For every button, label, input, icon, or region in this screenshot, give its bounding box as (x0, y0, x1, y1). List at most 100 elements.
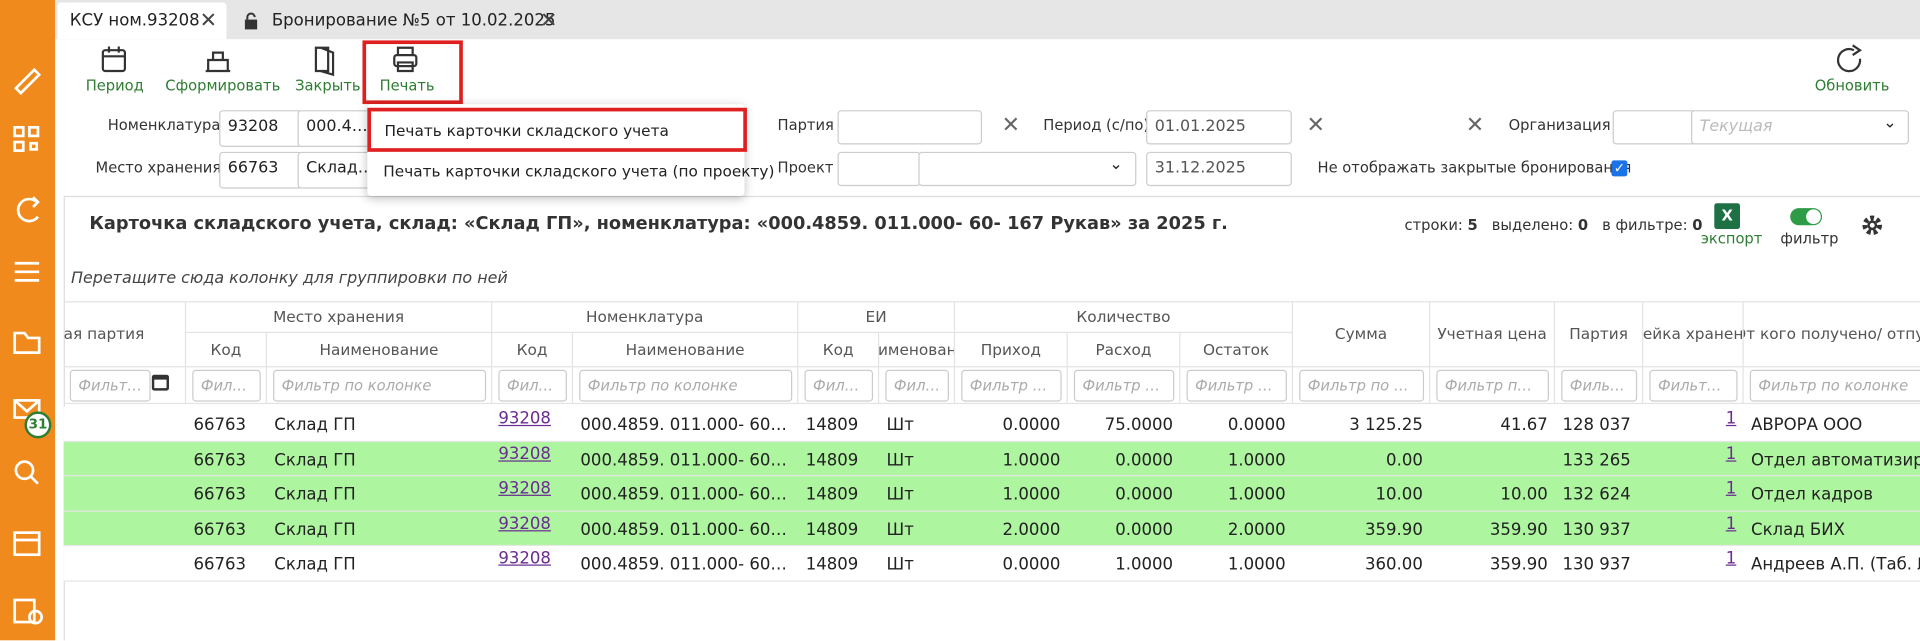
stat-label: выделено: (1491, 216, 1574, 234)
column-header[interactable]: Остаток (1180, 333, 1294, 368)
table-cell: 0.0000 (1115, 520, 1174, 540)
link[interactable]: 93208 (498, 549, 551, 569)
table-row[interactable] (63, 406, 1920, 442)
table-row[interactable] (63, 476, 1920, 512)
link[interactable]: 93208 (498, 514, 551, 534)
column-header[interactable]: ая партия (63, 301, 187, 368)
tab-close[interactable]: ✕ (199, 8, 218, 34)
column-header[interactable]: Ячейка хранения (1643, 301, 1744, 368)
input[interactable] (837, 110, 983, 145)
table-cell: 14809 (805, 555, 859, 575)
table-row[interactable] (63, 546, 1920, 582)
column-filter[interactable]: Фильтр по колонке (885, 369, 949, 402)
select[interactable] (918, 151, 1137, 187)
table-cell: 14809 (805, 520, 859, 540)
table-cell: 14809 (805, 415, 859, 435)
column-header[interactable]: Наименование (266, 333, 493, 368)
table-cell: 0.0000 (1227, 415, 1286, 435)
column-filter[interactable]: Фильтр по колонке (273, 369, 487, 402)
tab[interactable]: КСУ ном.93208 ✕ (57, 2, 227, 40)
sidebar: 31 (0, 0, 56, 641)
table-row[interactable] (63, 441, 1920, 477)
column-header[interactable]: Код (186, 333, 267, 368)
input[interactable]: 66763 (219, 151, 303, 189)
table-cell: Склад ГП (274, 485, 356, 505)
filter-cell (63, 367, 187, 405)
column-header[interactable]: Учетная цена (1430, 301, 1556, 368)
input[interactable]: 31.12.2025 (1146, 151, 1292, 187)
column-filter[interactable]: Фильтр по колонке (1073, 369, 1175, 402)
link[interactable]: 1 (1725, 408, 1737, 429)
toolbar-button[interactable]: Сформировать (165, 77, 281, 95)
field-label: Номенклатура (107, 116, 221, 134)
table-cell: 66763 (193, 450, 247, 470)
column-header[interactable]: Расход (1067, 333, 1181, 368)
link[interactable]: 1 (1725, 549, 1737, 569)
dropdown-arrow: ⌄ (1109, 155, 1123, 174)
link[interactable]: 1 (1725, 443, 1737, 464)
link[interactable]: 1 (1725, 514, 1737, 534)
calendar-icon[interactable] (151, 374, 169, 391)
table-cell: 1.0000 (1002, 485, 1061, 505)
column-filter[interactable]: Фильтр по колонке (1186, 369, 1287, 402)
column-header[interactable]: Наименование (879, 333, 956, 368)
column-header[interactable]: Партия (1555, 301, 1644, 368)
filter-cell (955, 367, 1068, 405)
toolbar-button[interactable]: Период (85, 77, 144, 95)
group-hint: Перетащите сюда колонку для группировки … (71, 269, 508, 288)
table-cell: 0.0000 (1002, 415, 1061, 435)
checkbox[interactable]: ✓ (1611, 160, 1628, 177)
settings-icon[interactable] (1859, 212, 1886, 239)
column-header[interactable]: Сумма (1293, 301, 1431, 368)
toggle[interactable] (1790, 208, 1823, 226)
menu-item[interactable]: Печать карточки складского учета (по про… (383, 161, 775, 181)
table-cell: 1.0000 (1227, 450, 1286, 470)
column-filter[interactable]: Фильтр по колонке (1299, 369, 1425, 402)
column-filter[interactable]: Фильтр по колонке (1561, 369, 1638, 402)
table-cell: 000.4859. 011.000- 60- 167 Рукав (580, 415, 798, 435)
column-filter[interactable]: Фильтр по колонке (1749, 369, 1920, 402)
badge[interactable]: 31 (24, 411, 52, 439)
toolbar-button[interactable]: Закрыть (295, 77, 361, 95)
menu-item[interactable]: Печать карточки складского учета (367, 107, 747, 152)
column-filter[interactable]: Фильтр по колонке (804, 369, 874, 402)
select[interactable]: Текущая (1691, 110, 1909, 145)
column-header[interactable]: Наименование (573, 333, 799, 368)
link[interactable]: 93208 (498, 408, 551, 429)
column-header[interactable]: Код (798, 333, 880, 368)
filter-cell (1430, 367, 1556, 405)
clear-button[interactable]: ✕ (1001, 112, 1021, 139)
column-header[interactable]: Код (492, 333, 574, 368)
link[interactable]: 93208 (498, 443, 551, 464)
excel-icon[interactable]: X (1714, 203, 1741, 229)
dropdown-arrow: ⌄ (1883, 113, 1897, 133)
column-filter[interactable]: Фильтр по колонке (1649, 369, 1738, 402)
table-cell: 359.90 (1489, 555, 1548, 575)
filter-cell (1643, 367, 1744, 405)
column-filter[interactable]: Фильтр по колонке (192, 369, 261, 402)
column-filter[interactable]: Фильтр по колонке (69, 369, 151, 402)
column-header[interactable]: Приход (955, 333, 1068, 368)
column-filter[interactable]: Фильтр по колонке (1436, 369, 1549, 402)
column-filter[interactable]: Фильтр по колонке (498, 369, 567, 402)
tab-close[interactable]: ✕ (540, 8, 558, 34)
stat-value: 5 (1467, 216, 1478, 234)
input[interactable] (1612, 110, 1696, 145)
input[interactable]: 01.01.2025 (1146, 110, 1292, 145)
table-cell: 133 265 (1562, 450, 1631, 470)
table-cell: 128 037 (1562, 415, 1631, 435)
table-row[interactable] (63, 511, 1920, 547)
toolbar-button[interactable]: Печать (379, 77, 435, 95)
column-filter[interactable]: Фильтр по колонке (579, 369, 793, 402)
column-header[interactable]: От кого получено/ отпущено (1743, 301, 1920, 368)
clear-button[interactable]: ✕ (1465, 112, 1485, 139)
column-filter[interactable]: Фильтр по колонке (961, 369, 1062, 402)
clear-button[interactable]: ✕ (1306, 112, 1326, 139)
link[interactable]: 93208 (498, 479, 551, 499)
link[interactable]: 1 (1725, 479, 1737, 499)
tab[interactable]: Бронирование №5 от 10.02.2025 ✕ (234, 2, 570, 39)
input[interactable] (837, 151, 921, 187)
refresh-button[interactable]: Обновить (1814, 77, 1890, 95)
export-button[interactable]: экспорт (1700, 230, 1763, 248)
lock-icon (244, 12, 258, 30)
